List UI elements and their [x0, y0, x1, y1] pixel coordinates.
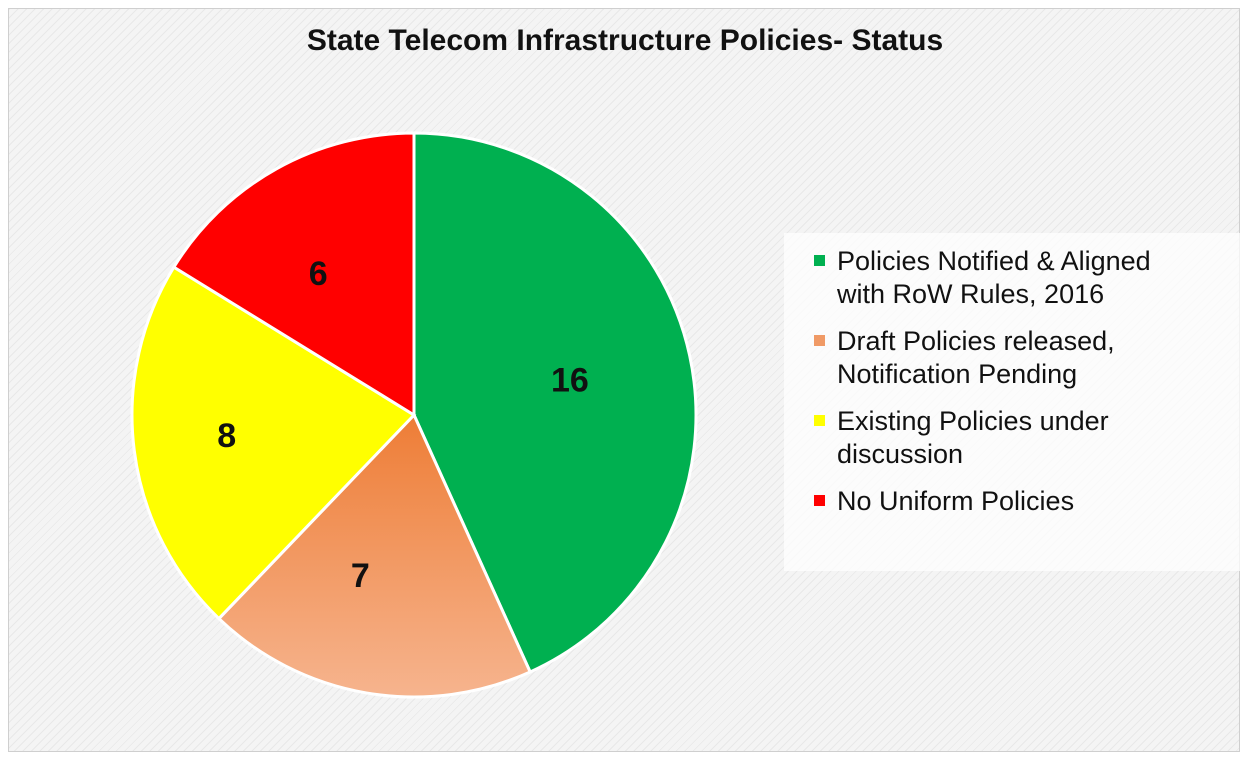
data-label: 7 — [351, 557, 370, 595]
slice-no-uniform — [171, 131, 416, 418]
legend-entry-no-uniform: No Uniform Policies — [814, 485, 1234, 518]
legend-entry-existing-discussion: Existing Policies under discussion — [814, 405, 1234, 471]
slice-existing-discussion — [130, 265, 417, 621]
slice-notified-aligned — [412, 131, 698, 674]
legend-label: Policies Notified & Aligned with RoW Rule… — [837, 246, 1151, 309]
data-label: 8 — [217, 417, 236, 455]
legend-swatch — [814, 495, 825, 506]
data-label: 16 — [551, 362, 589, 400]
legend-label: Draft Policies released, Notification Pen… — [837, 326, 1115, 389]
data-label: 6 — [309, 255, 328, 293]
legend-label: No Uniform Policies — [837, 486, 1075, 516]
legend-entry-draft-released: Draft Policies released, Notification Pen… — [814, 325, 1234, 391]
legend-swatch — [814, 415, 825, 426]
legend-swatch — [814, 335, 825, 346]
legend-swatch — [814, 255, 825, 266]
legend-label: Existing Policies under discussion — [837, 406, 1109, 469]
legend: Policies Notified & Aligned with RoW Rule… — [784, 233, 1246, 571]
legend-entry-notified-aligned: Policies Notified & Aligned with RoW Rule… — [814, 245, 1234, 311]
chart-title: State Telecom Infrastructure Policies- S… — [306, 24, 944, 57]
slice-draft-released — [216, 412, 533, 699]
